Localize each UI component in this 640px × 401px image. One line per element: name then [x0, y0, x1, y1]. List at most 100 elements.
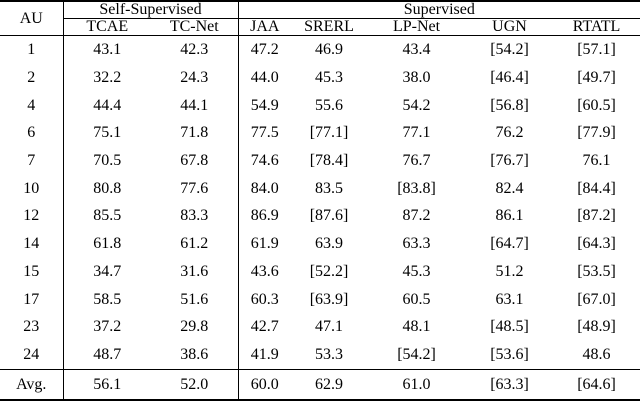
score-cell: 24.3	[180, 68, 209, 86]
score-cell: 82.4	[495, 179, 524, 197]
score-cell: 38.0	[402, 68, 431, 86]
au-label: 4	[27, 96, 36, 114]
score-cell: [67.0]	[577, 290, 616, 308]
score-cell: 52.0	[151, 369, 239, 400]
score-cell: 37.2	[62, 313, 151, 342]
score-cell: [63.3]	[466, 369, 554, 400]
score-cell: 41.9	[237, 341, 292, 370]
score-cell: [48.5]	[490, 318, 529, 336]
score-cell: 60.3	[237, 285, 292, 314]
score-cell: 51.6	[180, 290, 209, 308]
score-cell: 60.5	[402, 290, 431, 308]
corner-header-au: AU	[0, 1, 63, 36]
score-cell: 54.9	[237, 91, 292, 120]
score-cell: 32.2	[62, 64, 151, 92]
score-cell: [48.9]	[577, 318, 616, 336]
column-header-jaa: JAA	[237, 18, 292, 36]
score-cell: [54.2]	[397, 346, 436, 364]
score-cell: 53.3	[315, 346, 344, 364]
score-cell: [54.2]	[490, 41, 529, 59]
score-cell: 85.5	[62, 202, 151, 231]
score-cell: 56.1	[62, 369, 151, 400]
score-cell: 87.2	[402, 207, 431, 225]
score-cell: 44.4	[62, 91, 151, 120]
score-cell: 54.2	[402, 96, 431, 114]
score-cell: [57.1]	[577, 41, 616, 59]
score-cell: 76.1	[582, 152, 611, 170]
au-label: 14	[23, 235, 40, 253]
score-cell: 77.6	[180, 179, 209, 197]
score-cell: 43.6	[237, 257, 292, 286]
score-cell: [87.6]	[309, 207, 349, 225]
score-cell: 60.0	[237, 369, 292, 400]
score-cell: 51.2	[495, 262, 524, 280]
score-cell: 47.1	[315, 318, 344, 336]
table-row: 15 34.7 31.6 43.6 [52.2] 45.3 51.2 [53.5]	[0, 257, 640, 286]
score-cell: 42.3	[180, 41, 209, 59]
column-header-tc-net: TC-Net	[151, 18, 239, 36]
table-row: Avg. 56.1 52.0 60.0 62.9 61.0 [63.3] [64.6]	[0, 369, 640, 400]
score-cell: 43.4	[402, 41, 431, 59]
score-cell: [64.6]	[553, 369, 640, 400]
score-cell: 47.2	[237, 35, 292, 65]
score-cell: [46.4]	[490, 68, 529, 86]
score-cell: 48.1	[402, 318, 431, 336]
score-cell: 74.6	[237, 147, 292, 175]
au-label: 6	[27, 124, 36, 142]
score-cell: 84.0	[237, 174, 292, 203]
column-header-rtatl: RTATL	[553, 18, 640, 36]
au-label: Avg.	[0, 369, 63, 400]
score-cell: 77.1	[402, 124, 431, 142]
score-cell: [56.8]	[490, 96, 529, 114]
score-cell: [60.5]	[577, 96, 616, 114]
au-label: 23	[23, 318, 40, 336]
score-cell: 44.0	[237, 64, 292, 92]
au-label: 2	[27, 68, 36, 86]
au-label: 12	[23, 207, 40, 225]
score-cell: [77.1]	[309, 124, 349, 142]
score-cell: 55.6	[315, 96, 344, 114]
au-label: 10	[23, 179, 40, 197]
group-header-row: AU Self-Supervised Supervised	[0, 1, 640, 36]
score-cell: 63.3	[402, 235, 431, 253]
score-cell: [53.6]	[490, 346, 529, 364]
score-cell: 61.0	[367, 369, 467, 400]
table-row: 7 70.5 67.8 74.6 [78.4] 76.7 [76.7] 76.1	[0, 147, 640, 175]
score-cell: 45.3	[315, 68, 344, 86]
score-cell: 83.3	[180, 207, 209, 225]
column-header-tcae: TCAE	[62, 18, 151, 36]
column-header-ugn: UGN	[466, 18, 554, 36]
table-row: 12 85.5 83.3 86.9 [87.6] 87.2 86.1 [87.2]	[0, 202, 640, 231]
au-label: 1	[27, 41, 36, 59]
group-header-self-supervised: Self-Supervised	[62, 1, 239, 19]
score-cell: 62.9	[291, 369, 368, 400]
score-cell: [84.4]	[577, 179, 616, 197]
au-label: 24	[23, 346, 40, 364]
column-header-srerl: SRERL	[291, 18, 368, 36]
score-cell: 75.1	[62, 119, 151, 148]
score-cell: 63.1	[495, 290, 524, 308]
au-label: 15	[23, 262, 40, 280]
score-cell: 80.8	[62, 174, 151, 203]
table-row: 2 32.2 24.3 44.0 45.3 38.0 [46.4] [49.7]	[0, 64, 640, 92]
score-cell: [87.2]	[577, 207, 616, 225]
au-label: 17	[23, 290, 40, 308]
score-cell: 61.8	[62, 230, 151, 258]
score-cell: [49.7]	[577, 68, 616, 86]
score-cell: 29.8	[180, 318, 209, 336]
score-cell: 77.5	[237, 119, 292, 148]
score-cell: [64.7]	[490, 235, 529, 253]
table-row: 6 75.1 71.8 77.5 [77.1] 77.1 76.2 [77.9]	[0, 119, 640, 148]
score-cell: [63.9]	[309, 290, 349, 308]
score-cell: 48.6	[582, 346, 611, 364]
table-row: 1 43.1 42.3 47.2 46.9 43.4 [54.2] [57.1]	[0, 35, 640, 65]
score-cell: [52.2]	[309, 262, 349, 280]
score-cell: [64.3]	[577, 235, 616, 253]
score-cell: [53.5]	[577, 262, 616, 280]
score-cell: 83.5	[315, 179, 344, 197]
table-row: 17 58.5 51.6 60.3 [63.9] 60.5 63.1 [67.0]	[0, 285, 640, 314]
score-cell: 67.8	[180, 152, 209, 170]
au-label: 7	[27, 152, 36, 170]
